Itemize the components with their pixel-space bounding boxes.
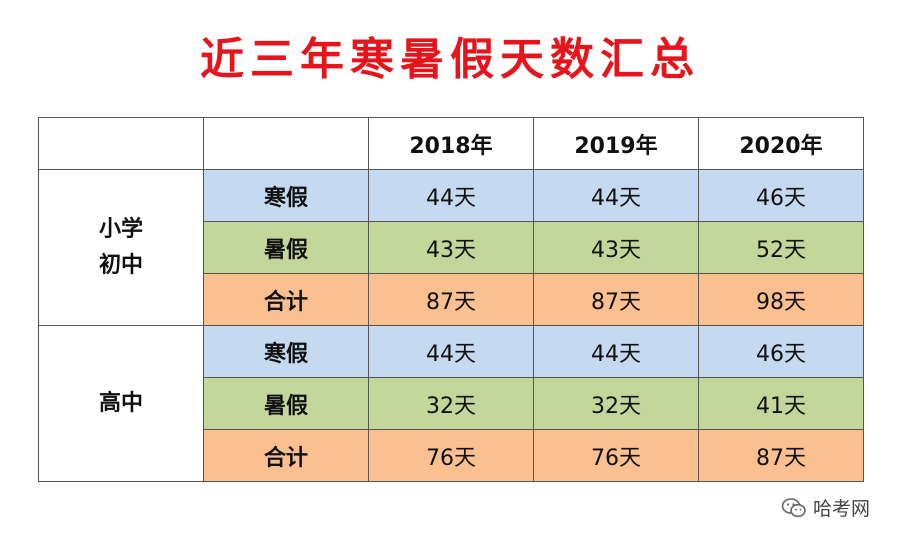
row-label-summer: 暑假 bbox=[203, 221, 369, 274]
table-row: 合计 87天 87天 98天 bbox=[39, 273, 864, 326]
group-label-line: 高中 bbox=[98, 390, 143, 416]
table-cell: 76天 bbox=[368, 429, 534, 482]
table-cell: 87天 bbox=[698, 429, 864, 482]
row-label-winter: 寒假 bbox=[203, 169, 369, 222]
table-cell: 98天 bbox=[698, 273, 864, 326]
table-cell: 43天 bbox=[368, 221, 534, 274]
group-label-line: 小学 bbox=[98, 216, 143, 242]
watermark: 哈考网 bbox=[781, 494, 870, 521]
holiday-summary-table: 2018年 2019年 2020年 小学 初中 寒假 44天 44天 46天 暑… bbox=[38, 117, 864, 482]
table-cell: 76天 bbox=[533, 429, 699, 482]
table-cell: 52天 bbox=[698, 221, 864, 274]
wechat-icon bbox=[781, 497, 806, 517]
table-header-row: 2018年 2019年 2020年 bbox=[38, 117, 864, 170]
table-cell: 46天 bbox=[698, 325, 864, 378]
table-cell: 44天 bbox=[368, 169, 534, 222]
table-cell: 32天 bbox=[368, 377, 534, 430]
table-row: 高中 寒假 44天 44天 46天 bbox=[38, 325, 864, 482]
table-cell: 32天 bbox=[533, 377, 699, 430]
year-header: 2020年 bbox=[698, 117, 864, 170]
row-label-total: 合计 bbox=[203, 429, 369, 482]
table-cell: 46天 bbox=[698, 169, 864, 222]
table-cell: 41天 bbox=[698, 377, 864, 430]
table-cell: 44天 bbox=[533, 325, 699, 378]
row-label-total: 合计 bbox=[203, 273, 369, 326]
page-title: 近三年寒暑假天数汇总 bbox=[200, 34, 700, 85]
table-cell: 87天 bbox=[368, 273, 534, 326]
year-header: 2018年 bbox=[368, 117, 534, 170]
table-row: 合计 76天 76天 87天 bbox=[39, 429, 864, 482]
group-label-primary-middle: 小学 初中 bbox=[38, 169, 204, 326]
table-row: 小学 初中 寒假 44天 44天 46天 bbox=[38, 169, 864, 326]
table-cell: 87天 bbox=[533, 273, 699, 326]
row-label-winter: 寒假 bbox=[203, 325, 369, 378]
table-row: 暑假 43天 43天 52天 bbox=[39, 221, 864, 274]
row-label-header-cell bbox=[203, 117, 369, 170]
row-label-summer: 暑假 bbox=[203, 377, 369, 430]
corner-cell bbox=[38, 117, 204, 170]
group-label-line: 初中 bbox=[98, 252, 143, 278]
table-cell: 44天 bbox=[368, 325, 534, 378]
table-row: 暑假 32天 32天 41天 bbox=[39, 377, 864, 430]
watermark-text: 哈考网 bbox=[812, 498, 870, 520]
year-header: 2019年 bbox=[533, 117, 699, 170]
table-cell: 44天 bbox=[533, 169, 699, 222]
group-label-high-school: 高中 bbox=[38, 325, 204, 482]
table-cell: 43天 bbox=[533, 221, 699, 274]
